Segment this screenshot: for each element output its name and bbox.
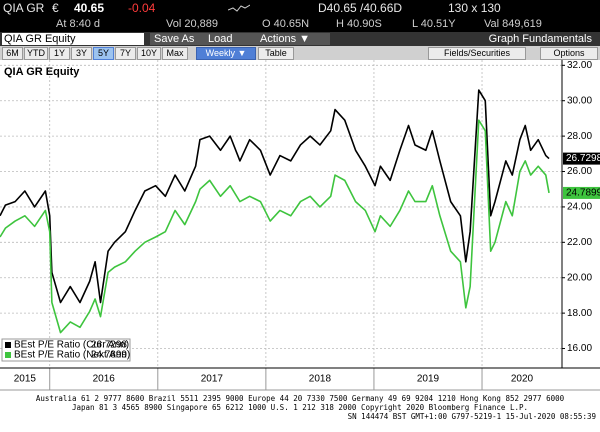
x-tick-label: 2020: [511, 374, 534, 385]
toolbar: QIA GR Equity Graph Fundamentals Save As…: [0, 32, 600, 46]
size: 130 x 130: [448, 1, 501, 15]
y-tick-label: 32.00: [567, 60, 592, 71]
stats-bar: At 8:40 d Vol 20,889 O 40.65N H 40.90S L…: [0, 17, 600, 32]
period-tab[interactable]: 3Y: [71, 47, 92, 60]
legend-swatch: [5, 342, 11, 348]
footer-line: SN 144474 BST GMT+1:00 G797-5219-1 15-Ju…: [347, 412, 596, 421]
legend-label: BEst P/E Ratio (Curr Ann): [14, 340, 129, 351]
fields-button[interactable]: Fields/Securities: [428, 47, 526, 60]
tab-bar: Weekly ▼ Table Fields/Securities Options…: [0, 46, 600, 60]
y-tick-label: 30.00: [567, 95, 592, 106]
period-tab[interactable]: Max: [162, 47, 188, 60]
last-value-label: 26.7298: [566, 153, 600, 164]
table-button[interactable]: Table: [258, 47, 294, 60]
y-tick-label: 26.00: [567, 166, 592, 177]
toolbar-button[interactable]: Save As: [150, 33, 206, 45]
y-tick-label: 20.00: [567, 272, 592, 283]
low: L 40.51Y: [412, 18, 456, 30]
toolbar-button[interactable]: Actions ▼: [256, 33, 330, 45]
last-value-tag: [563, 186, 600, 199]
period-tab[interactable]: 10Y: [137, 47, 161, 60]
y-tick-label: 22.00: [567, 237, 592, 248]
x-tick-label: 2016: [93, 374, 116, 385]
x-tick-label: 2015: [14, 374, 37, 385]
value: Val 849,619: [484, 18, 542, 30]
volume: Vol 20,889: [166, 18, 218, 30]
series-line: [0, 89, 550, 304]
period-tab[interactable]: 6M: [2, 47, 23, 60]
last-value-label: 24.7899: [566, 188, 600, 199]
y-tick-label: 16.00: [567, 343, 592, 354]
period-tab[interactable]: YTD: [24, 47, 48, 60]
quote-bar: QIA GR € 40.65 -0.04 D40.65 /40.66D 130 …: [0, 0, 600, 17]
options-button[interactable]: Options: [540, 47, 598, 60]
change: -0.04: [128, 1, 156, 15]
x-tick-label: 2017: [201, 374, 224, 385]
y-tick-label: 24.00: [567, 202, 592, 213]
high: H 40.90S: [336, 18, 382, 30]
toolbar-button[interactable]: Load: [204, 33, 258, 45]
period-tab[interactable]: 1Y: [49, 47, 70, 60]
right-axis-bg: [562, 60, 600, 368]
legend-value: 26.7298: [91, 340, 128, 351]
chart: QIA GR Equity 16.00 18.00 20.00 22.00 24.00 2…: [0, 60, 600, 392]
frequency-dropdown[interactable]: Weekly ▼: [196, 47, 256, 60]
y-tick-label: 18.00: [567, 308, 592, 319]
sparkline: [228, 4, 250, 12]
chart-title: QIA GR Equity: [4, 66, 80, 78]
series-line: [0, 119, 550, 334]
y-tick-label: 28.00: [567, 131, 592, 142]
currency: €: [52, 1, 59, 15]
period-tab[interactable]: 5Y: [93, 47, 114, 60]
period-tab[interactable]: 7Y: [115, 47, 136, 60]
ticker: QIA GR: [3, 1, 45, 15]
bid-ask: D40.65 /40.66D: [318, 1, 403, 15]
legend-value: 24.7899: [91, 350, 128, 361]
price: 40.65: [74, 1, 105, 15]
footer-line: Australia 61 2 9777 8600 Brazil 5511 239…: [35, 394, 565, 403]
last-value-tag: [563, 152, 600, 165]
open: O 40.65N: [262, 18, 310, 30]
x-tick-label: 2019: [417, 374, 440, 385]
legend-box: [1, 338, 131, 362]
x-tick-label: 2018: [309, 374, 332, 385]
footer-line: Japan 81 3 4565 8900 Singapore 65 6212 1…: [71, 403, 529, 412]
security-input[interactable]: QIA GR Equity: [2, 33, 144, 45]
function-title: Graph Fundamentals: [488, 33, 592, 45]
legend-swatch: [5, 352, 11, 358]
legend-label: BEst P/E Ratio (Next Ann): [14, 350, 130, 361]
time: At 8:40 d: [56, 18, 101, 30]
